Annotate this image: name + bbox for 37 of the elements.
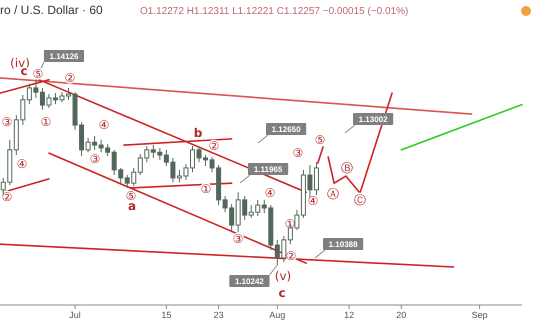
annotation: 1.13002 [358, 115, 388, 124]
annotation: ③ [90, 152, 100, 166]
x-tick-label: 23 [214, 310, 224, 320]
annotation: ③ [292, 146, 304, 160]
annotation: ② [64, 71, 76, 86]
x-tick-label: Aug [269, 310, 286, 320]
annotation: 1.11965 [254, 165, 283, 174]
text: c [278, 286, 286, 300]
x-tick-label: Sep [472, 310, 488, 320]
chart-title: ro / U.S. Dollar · 60 [0, 3, 104, 17]
annotation: ③ [2, 115, 12, 130]
annotation: ④ [264, 186, 276, 200]
text: (v) [274, 269, 292, 284]
annotation: Ⓐ [327, 187, 339, 202]
annotation: ④ [16, 157, 28, 172]
annotation: ⑤ [32, 67, 44, 82]
annotation: 1.10388 [328, 240, 358, 249]
annotation: ② [208, 139, 220, 154]
chart-subtitle: O1.12272 H1.12311 L1.12221 C1.12257 −0.00015 (−0.01%) [140, 6, 408, 17]
annotation: ② [2, 190, 12, 204]
annotation: 1.10242 [234, 277, 264, 286]
annotation: ① [200, 182, 212, 196]
annotation: ③ [232, 232, 244, 246]
annotation: 1.12650 [272, 125, 302, 134]
x-tick-label: 12 [344, 310, 354, 320]
annotation: ④ [98, 118, 110, 132]
x-tick-label: 15 [161, 310, 172, 320]
annotation: ② [286, 249, 296, 264]
annotation: b [194, 126, 203, 140]
annotation: 1.14126 [50, 52, 79, 61]
x-tick-label: Jul [69, 310, 81, 320]
annotation: ④ [308, 194, 318, 208]
annotation: Ⓑ [341, 161, 353, 176]
annotation: Ⓒ [354, 193, 366, 208]
x-tick-label: 20 [396, 310, 406, 320]
annotation: ⑤ [314, 133, 326, 148]
annotation: ① [40, 115, 52, 130]
